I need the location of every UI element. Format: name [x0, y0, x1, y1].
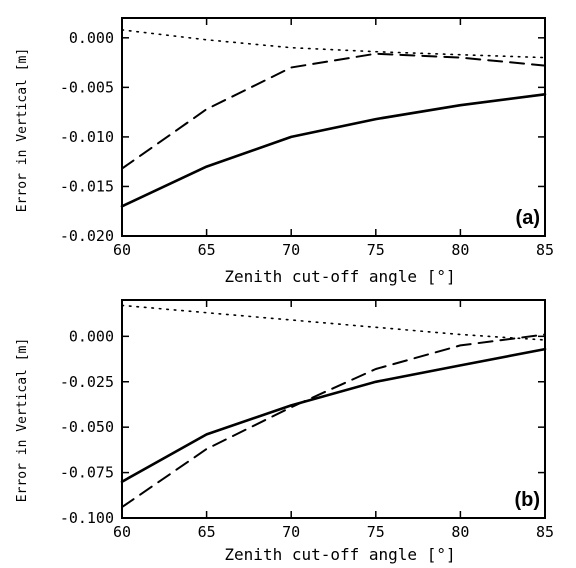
x-tick-label: 70	[282, 241, 300, 259]
x-tick-label: 65	[198, 241, 216, 259]
y-tick-labels: 0.000 -0.025 -0.050 -0.075 -0.100	[60, 327, 114, 527]
x-tick-labels: 60 65 70 75 80 85	[113, 241, 554, 259]
y-tick-label: -0.025	[60, 373, 114, 391]
y-tick-labels: 0.000 -0.005 -0.010 -0.015 -0.020	[60, 29, 114, 245]
x-tick-labels: 60 65 70 75 80 85	[113, 523, 554, 541]
x-axis-label: Zenith cut-off angle [°]	[224, 545, 455, 564]
y-tick-label: -0.100	[60, 509, 114, 527]
x-tick-label: 80	[451, 241, 469, 259]
x-tick-label: 65	[198, 523, 216, 541]
x-tick-label: 80	[451, 523, 469, 541]
x-tick-label: 85	[536, 523, 554, 541]
series-layer	[120, 304, 547, 509]
panel-label: (b)	[514, 489, 540, 511]
y-tick-label: -0.050	[60, 418, 114, 436]
panel-b: 0.000 -0.025 -0.050 -0.075 -0.100 60 65 70 75 80…	[15, 299, 554, 564]
y-tick-label: -0.010	[60, 128, 114, 146]
y-tick-label: -0.075	[60, 464, 114, 482]
x-tick-label: 70	[282, 523, 300, 541]
ticks	[121, 300, 546, 519]
x-tick-label: 85	[536, 241, 554, 259]
y-tick-label: 0.000	[69, 29, 114, 47]
series-line-dashed	[121, 333, 546, 509]
x-tick-label: 60	[113, 523, 131, 541]
series-line-solid	[120, 93, 547, 208]
x-tick-label: 60	[113, 241, 131, 259]
series-line-dashed	[121, 52, 546, 170]
panel-a: 0.000 -0.005 -0.010 -0.015 -0.020 60 65 70 75 80…	[15, 17, 554, 286]
plot-frame	[121, 17, 546, 237]
plot-frame	[121, 299, 546, 519]
series-line-solid	[120, 347, 547, 484]
series-line-dotted	[121, 29, 546, 59]
series-line-dotted	[121, 304, 546, 341]
y-axis-label: Error in Vertical [m]	[15, 338, 30, 502]
x-axis-label: Zenith cut-off angle [°]	[224, 267, 455, 286]
ticks	[121, 18, 546, 237]
y-tick-label: -0.020	[60, 227, 114, 245]
y-tick-label: -0.005	[60, 78, 114, 96]
panel-label: (a)	[516, 207, 540, 229]
x-tick-label: 75	[367, 523, 385, 541]
y-tick-label: 0.000	[69, 327, 114, 345]
series-layer	[120, 29, 547, 208]
x-tick-label: 75	[367, 241, 385, 259]
y-tick-label: -0.015	[60, 177, 114, 195]
y-axis-label: Error in Vertical [m]	[15, 48, 30, 212]
